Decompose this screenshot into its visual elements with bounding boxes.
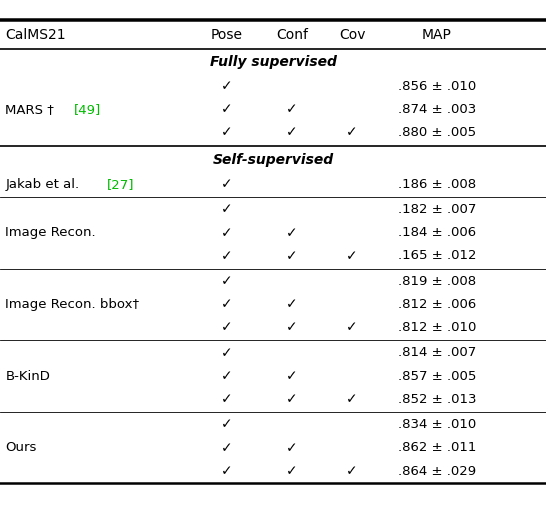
Text: .165 ± .012: .165 ± .012 — [397, 249, 476, 263]
Text: .874 ± .003: .874 ± .003 — [397, 103, 476, 116]
Text: .814 ± .007: .814 ± .007 — [397, 346, 476, 360]
Text: ✓: ✓ — [346, 125, 358, 140]
Text: .184 ± .006: .184 ± .006 — [397, 226, 476, 239]
Text: ✓: ✓ — [221, 298, 233, 311]
Text: ✓: ✓ — [221, 441, 233, 455]
Text: Pose: Pose — [211, 28, 242, 42]
Text: Image Recon. bbox†: Image Recon. bbox† — [5, 298, 140, 311]
Text: Ours: Ours — [5, 441, 37, 454]
Text: MARS †: MARS † — [5, 103, 58, 116]
Text: [49]: [49] — [74, 103, 101, 116]
Text: ✓: ✓ — [346, 392, 358, 406]
Text: ✓: ✓ — [221, 226, 233, 240]
Text: .864 ± .029: .864 ± .029 — [397, 464, 476, 478]
Text: .819 ± .008: .819 ± .008 — [397, 275, 476, 288]
Text: ✓: ✓ — [221, 103, 233, 116]
Text: ✓: ✓ — [221, 321, 233, 335]
Text: Image Recon.: Image Recon. — [5, 226, 96, 239]
Text: [27]: [27] — [106, 178, 134, 190]
Text: ✓: ✓ — [286, 249, 298, 263]
Text: ✓: ✓ — [286, 298, 298, 311]
Text: ✓: ✓ — [221, 203, 233, 216]
Text: ✓: ✓ — [346, 249, 358, 263]
Text: ✓: ✓ — [286, 464, 298, 478]
Text: .880 ± .005: .880 ± .005 — [397, 126, 476, 139]
Text: ✓: ✓ — [286, 369, 298, 383]
Text: ✓: ✓ — [221, 79, 233, 93]
Text: CalMS21: CalMS21 — [5, 28, 66, 42]
Text: ✓: ✓ — [286, 125, 298, 140]
Text: ✓: ✓ — [221, 249, 233, 263]
Text: Jakab et al.: Jakab et al. — [5, 178, 84, 190]
Text: .862 ± .011: .862 ± .011 — [397, 441, 476, 454]
Text: ✓: ✓ — [221, 346, 233, 360]
Text: ✓: ✓ — [221, 274, 233, 288]
Text: Conf: Conf — [276, 28, 308, 42]
Text: ✓: ✓ — [346, 464, 358, 478]
Text: .812 ± .010: .812 ± .010 — [397, 321, 476, 334]
Text: ✓: ✓ — [221, 369, 233, 383]
Text: ✓: ✓ — [346, 321, 358, 335]
Text: Cov: Cov — [339, 28, 365, 42]
Text: ✓: ✓ — [286, 103, 298, 116]
Text: .856 ± .010: .856 ± .010 — [397, 80, 476, 92]
Text: .834 ± .010: .834 ± .010 — [397, 418, 476, 431]
Text: .186 ± .008: .186 ± .008 — [397, 178, 476, 190]
Text: ✓: ✓ — [221, 177, 233, 191]
Text: ✓: ✓ — [286, 321, 298, 335]
Text: ✓: ✓ — [221, 418, 233, 432]
Text: .857 ± .005: .857 ± .005 — [397, 370, 476, 383]
Text: ✓: ✓ — [286, 226, 298, 240]
Text: ✓: ✓ — [221, 125, 233, 140]
Text: ✓: ✓ — [221, 392, 233, 406]
Text: Fully supervised: Fully supervised — [210, 55, 336, 69]
Text: ✓: ✓ — [286, 441, 298, 455]
Text: MAP: MAP — [422, 28, 452, 42]
Text: ✓: ✓ — [221, 464, 233, 478]
Text: .812 ± .006: .812 ± .006 — [397, 298, 476, 311]
Text: .852 ± .013: .852 ± .013 — [397, 393, 476, 406]
Text: B-KinD: B-KinD — [5, 370, 50, 383]
Text: .182 ± .007: .182 ± .007 — [397, 203, 476, 216]
Text: Self-supervised: Self-supervised — [212, 153, 334, 167]
Text: ✓: ✓ — [286, 392, 298, 406]
